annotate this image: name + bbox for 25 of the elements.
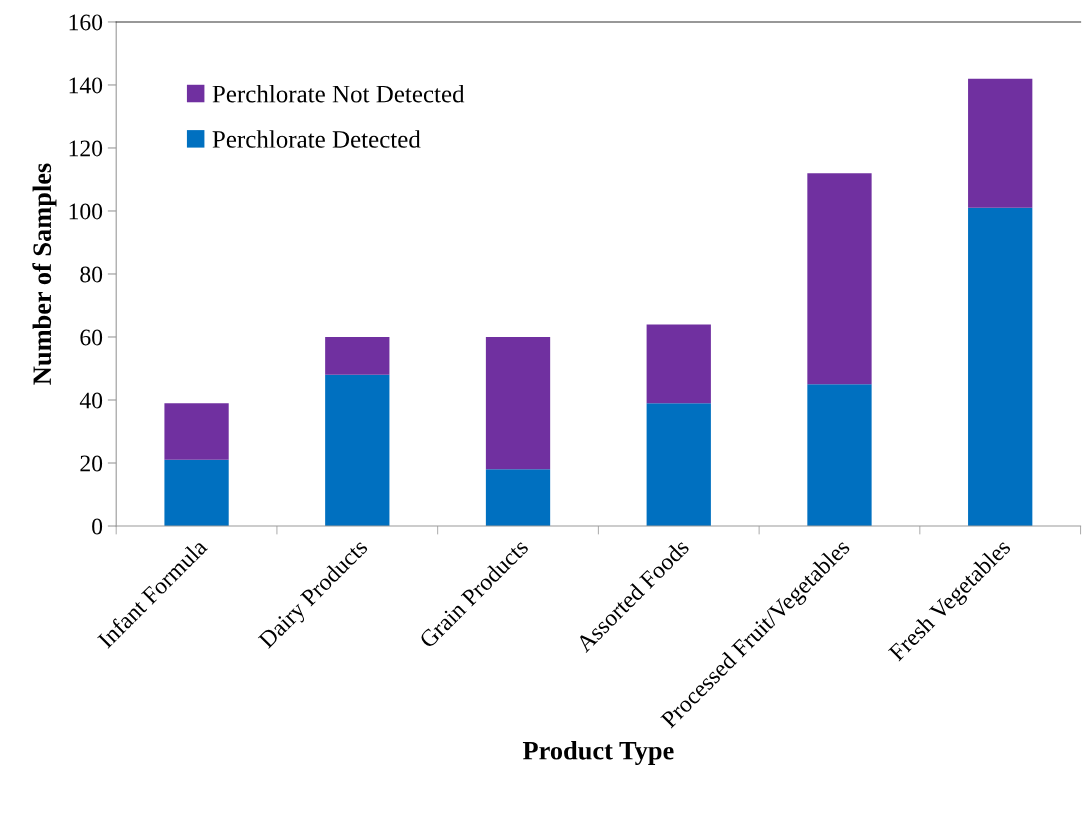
- legend-label: Perchlorate Not Detected: [212, 84, 465, 103]
- bar: [325, 336, 390, 375]
- y-tick-label: 40: [79, 392, 103, 409]
- legend-label: Perchlorate Detected: [212, 130, 421, 148]
- y-tick-label: 0: [92, 518, 103, 535]
- y-tick-label: 60: [80, 329, 103, 346]
- y-tick-label: 160: [69, 14, 103, 31]
- y-tick-label: 120: [69, 140, 103, 157]
- bar: [968, 78, 1033, 208]
- y-tick-label: 80: [80, 266, 103, 283]
- y-axis-title: Number of Samples: [32, 163, 57, 385]
- y-tick-label: 140: [69, 77, 103, 94]
- bar: [807, 173, 872, 385]
- bar: [164, 403, 229, 460]
- bar: [164, 459, 229, 527]
- y-tick-label: 20: [80, 455, 103, 472]
- bar: [968, 207, 1033, 527]
- bar: [807, 384, 872, 527]
- bar: [646, 403, 711, 527]
- x-axis-title: Product Type: [522, 741, 674, 766]
- bar: [485, 469, 551, 527]
- bar: [485, 336, 551, 470]
- bar: [325, 374, 390, 527]
- y-tick-label: 100: [69, 203, 103, 220]
- bar: [646, 324, 711, 404]
